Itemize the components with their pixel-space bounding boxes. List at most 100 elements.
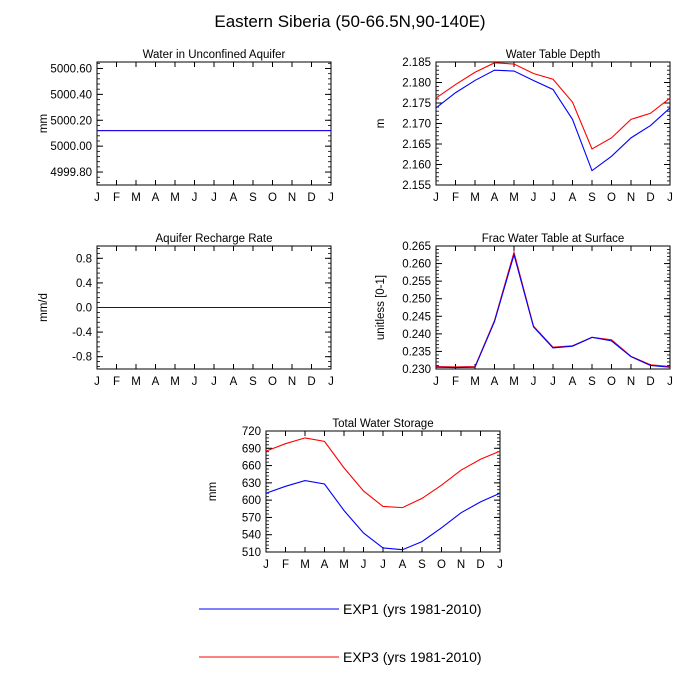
x-tick-label: S xyxy=(249,192,257,204)
y-tick-label: -0.8 xyxy=(72,352,92,364)
x-tick-label: M xyxy=(170,192,180,204)
panel-title: Water in Unconfined Aquifer xyxy=(143,49,286,61)
y-tick-label: 0.255 xyxy=(402,276,431,288)
x-tick-label: A xyxy=(399,559,407,571)
figure-title: Eastern Siberia (50-66.5N,90-140E) xyxy=(214,12,486,31)
x-tick-label: D xyxy=(646,376,654,388)
y-tick-label: 0.260 xyxy=(402,259,431,271)
y-tick-label: 0.265 xyxy=(402,241,431,253)
x-tick-label: S xyxy=(588,376,596,388)
panel-title: Total Water Storage xyxy=(332,418,433,430)
x-tick-label: N xyxy=(457,559,465,571)
y-tick-label: 2.160 xyxy=(402,160,431,172)
y-tick-label: 2.170 xyxy=(402,119,431,131)
y-tick-label: 0.235 xyxy=(402,346,431,358)
y-tick-label: 720 xyxy=(242,426,261,438)
y-tick-label: 0.8 xyxy=(76,253,92,265)
panel-4: Frac Water Table at Surface unitless [0-1… xyxy=(375,233,673,388)
x-tick-label: J xyxy=(94,192,100,204)
x-tick-label: N xyxy=(288,192,296,204)
x-tick-label: J xyxy=(550,192,556,204)
x-tick-label: J xyxy=(667,192,673,204)
panel-title: Aquifer Recharge Rate xyxy=(156,233,273,245)
x-tick-label: J xyxy=(433,192,439,204)
x-tick-label: F xyxy=(113,376,120,388)
plot-frame xyxy=(265,430,501,553)
x-tick-label: J xyxy=(328,192,334,204)
x-tick-label: A xyxy=(152,376,160,388)
x-tick-label: M xyxy=(300,559,310,571)
x-tick-label: A xyxy=(491,192,499,204)
series-line xyxy=(435,62,671,150)
x-tick-label: M xyxy=(509,376,519,388)
y-tick-label: 0.4 xyxy=(76,278,93,290)
x-tick-label: S xyxy=(418,559,426,571)
y-tick-label: 0.240 xyxy=(402,329,431,341)
y-tick-label: 540 xyxy=(242,530,261,542)
y-axis-label: mm xyxy=(38,114,50,133)
x-tick-label: M xyxy=(131,376,141,388)
x-tick-label: J xyxy=(94,376,100,388)
y-axis-label: mm xyxy=(207,482,219,501)
x-tick-label: J xyxy=(433,376,439,388)
x-tick-label: A xyxy=(321,559,329,571)
x-tick-label: F xyxy=(452,376,459,388)
y-tick-label: 0.250 xyxy=(402,294,431,306)
y-tick-label: 630 xyxy=(242,478,261,490)
y-axis-label: m xyxy=(375,119,387,129)
x-tick-label: O xyxy=(607,376,616,388)
y-tick-label: 0.0 xyxy=(76,303,92,315)
x-tick-label: F xyxy=(282,559,289,571)
panel-title: Frac Water Table at Surface xyxy=(482,233,625,245)
y-tick-label: 660 xyxy=(242,461,261,473)
y-tick-label: 2.155 xyxy=(402,180,431,192)
y-tick-label: -0.4 xyxy=(72,327,92,339)
plot-frame xyxy=(435,61,671,186)
series-line xyxy=(435,250,671,368)
x-tick-label: M xyxy=(470,376,480,388)
plot-frame xyxy=(96,61,332,186)
x-tick-label: M xyxy=(509,192,519,204)
x-tick-label: J xyxy=(380,559,386,571)
x-tick-label: J xyxy=(211,192,217,204)
plot-frame xyxy=(435,245,671,370)
x-tick-label: S xyxy=(249,376,257,388)
x-tick-label: D xyxy=(307,192,315,204)
x-tick-label: A xyxy=(230,192,238,204)
x-tick-label: J xyxy=(328,376,334,388)
x-tick-label: M xyxy=(339,559,349,571)
x-tick-label: M xyxy=(470,192,480,204)
x-tick-label: O xyxy=(268,376,277,388)
y-tick-label: 2.180 xyxy=(402,78,431,90)
y-tick-label: 570 xyxy=(242,512,261,524)
y-tick-label: 5000.60 xyxy=(50,63,92,75)
x-tick-label: A xyxy=(569,376,577,388)
x-tick-label: O xyxy=(268,192,277,204)
y-tick-label: 2.185 xyxy=(402,57,431,69)
x-tick-label: A xyxy=(230,376,238,388)
x-tick-label: D xyxy=(646,192,654,204)
series-line xyxy=(265,437,501,509)
x-tick-label: J xyxy=(531,192,537,204)
y-axis-label: mm/d xyxy=(38,293,50,322)
x-tick-label: M xyxy=(170,376,180,388)
legend-item: EXP3 (yrs 1981-2010) xyxy=(199,649,482,665)
y-tick-label: 5000.20 xyxy=(50,115,92,127)
x-tick-label: A xyxy=(569,192,577,204)
legend-label: EXP1 (yrs 1981-2010) xyxy=(343,601,482,617)
x-tick-label: O xyxy=(437,559,446,571)
series-line xyxy=(435,252,671,369)
series-line xyxy=(265,479,501,551)
legend-label: EXP3 (yrs 1981-2010) xyxy=(343,649,482,665)
x-tick-label: J xyxy=(550,376,556,388)
x-tick-label: J xyxy=(667,376,673,388)
x-tick-label: D xyxy=(476,559,484,571)
x-tick-label: J xyxy=(497,559,503,571)
y-tick-label: 510 xyxy=(242,547,261,559)
x-tick-label: N xyxy=(288,376,296,388)
y-tick-label: 2.175 xyxy=(402,98,431,110)
